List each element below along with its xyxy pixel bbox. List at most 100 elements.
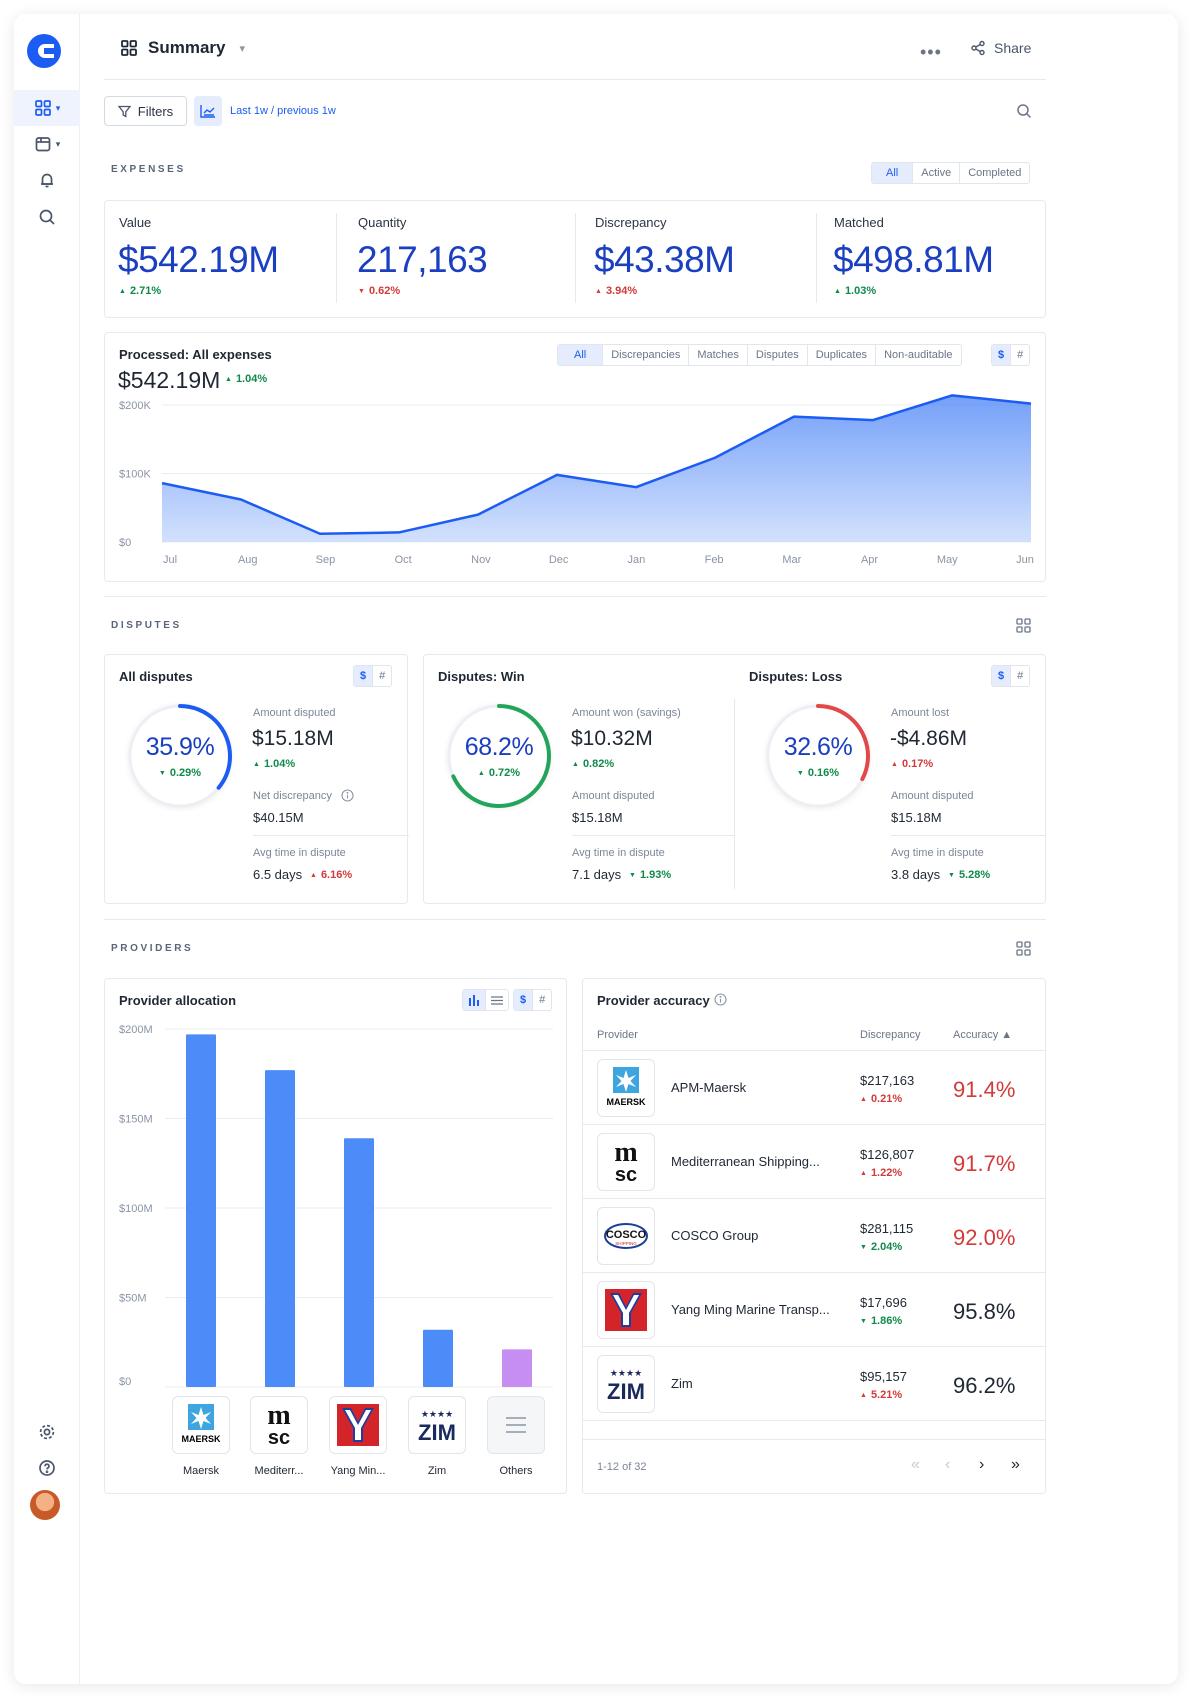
nav-dashboard[interactable]: ▾ [14,90,80,126]
msc-bottom: sc [268,1427,290,1449]
x-tick-label: Aug [238,554,258,566]
toggle-dollar[interactable]: $ [514,990,533,1010]
nav-settings[interactable] [14,1414,80,1450]
toggle-count[interactable]: # [1010,345,1029,365]
page-title[interactable]: Summary ▾ [120,38,245,58]
tab-matches[interactable]: Matches [688,345,747,365]
column-header-discrepancy[interactable]: Discrepancy [860,1029,921,1041]
amount-disputed-label: Amount disputed [253,707,336,719]
bar [265,1070,295,1387]
filter-icon [117,105,131,118]
tab-non-auditable[interactable]: Non-auditable [875,345,961,365]
toggle-dollar[interactable]: $ [992,666,1011,686]
table-row[interactable]: m sc Mediterranean Shipping... $126,807 … [583,1124,1045,1198]
info-icon[interactable] [714,993,727,1006]
amount-disputed-value: $15.18M [252,727,334,750]
tab-all[interactable]: All [558,345,603,365]
tab-duplicates[interactable]: Duplicates [806,345,875,365]
tab-all[interactable]: All [872,163,913,183]
last-page-button[interactable]: » [1011,1456,1020,1473]
filters-button[interactable]: Filters [104,96,187,126]
avg-time-value: 7.1 days [572,867,622,882]
column-header-accuracy[interactable]: Accuracy ▲ [953,1029,1013,1041]
provider-change: 2.04% [860,1241,902,1253]
msc-logo: m sc [597,1133,655,1191]
filter-row: Filters Last 1w / previous 1w [104,96,1046,128]
providers-section-label: PROVIDERS [111,943,194,954]
msc-top: m [267,1400,290,1431]
x-tick-label: Feb [705,554,724,566]
chevron-down-icon[interactable]: ▾ [239,42,246,55]
toggle-count[interactable]: # [532,990,551,1010]
previous-page-button[interactable]: ‹ [945,1456,951,1473]
tab-completed[interactable]: Completed [959,163,1029,183]
provider-change: 5.21% [860,1389,902,1401]
net-discrepancy-label: Net discrepancy [253,790,332,802]
user-avatar[interactable] [30,1490,60,1520]
all-disputes-title: All disputes [119,669,193,684]
disputes-win-title: Disputes: Win [438,669,525,684]
table-row[interactable]: MAERSK APM-Maersk $217,163 0.21% 91.4% [583,1050,1045,1124]
maersk-logo[interactable]: MAERSK [172,1396,230,1454]
tab-discrepancies[interactable]: Discrepancies [602,345,688,365]
date-range-selector[interactable]: Last 1w / previous 1w [230,105,336,117]
toggle-dollar[interactable]: $ [992,345,1011,365]
first-page-button[interactable]: « [911,1456,920,1473]
disputes-win-ring [447,704,551,808]
search-icon[interactable] [1016,103,1032,119]
provider-accuracy: 96.2% [953,1373,1016,1398]
disputes-section-label: DISPUTES [111,620,182,631]
y-tick-label: $0 [119,1376,131,1388]
provider-accuracy-card: Provider accuracy Provider Discrepancy A… [582,978,1046,1494]
x-tick-label: Apr [861,554,878,566]
kpi-change: 2.71% [119,285,161,297]
amount-lost-value: -$4.86M [890,727,968,750]
amount-lost-change: 0.17% [891,758,933,770]
amount-disputed-label: Amount disputed [572,790,655,802]
bar-view-button[interactable] [463,990,485,1010]
grid-view-icon[interactable] [1016,618,1031,633]
maersk-wordmark: MAERSK [181,1434,221,1444]
column-header-provider[interactable]: Provider [597,1029,638,1041]
kpi-number: $43.38M [594,239,735,280]
search-icon [39,209,55,225]
expenses-section-label: EXPENSES [111,164,186,175]
bar-chart-icon [469,994,479,1006]
msc-logo[interactable]: m sc [250,1396,308,1454]
more-options-button[interactable]: ••• [920,42,942,62]
zim-logo[interactable]: ★★★★ ZIM [408,1396,466,1454]
dashboard-icon [34,100,51,116]
app-logo[interactable] [27,34,61,68]
provider-allocation-card: Provider allocation $ # $0 $50M $100M $150M… [104,978,567,1494]
box-icon [35,137,51,152]
yang-ming-logo[interactable] [329,1396,387,1454]
maersk-star-icon: MAERSK [181,1404,221,1444]
table-row[interactable]: Yang Ming Marine Transp... $17,696 1.86%… [583,1272,1045,1346]
table-row[interactable]: ★★★★ ZIM Zim $95,157 5.21% 96.2% [583,1346,1045,1420]
nav-help[interactable] [14,1450,80,1486]
provider-discrepancy: $95,157 [860,1369,907,1384]
tab-active[interactable]: Active [912,163,959,183]
grid-view-icon[interactable] [1016,941,1031,956]
tab-disputes[interactable]: Disputes [746,345,807,365]
amount-disputed-value: $15.18M [891,810,942,825]
toggle-dollar[interactable]: $ [354,666,373,686]
kpi-value: Value $542.19M 2.71% [105,201,343,317]
chart-view-button[interactable] [194,96,222,126]
x-tick-label: May [937,554,958,566]
next-page-button[interactable]: › [979,1456,985,1473]
nav-notifications[interactable] [14,162,80,198]
cosco-subtext: SHIPPING [615,1241,637,1246]
others-logo[interactable] [487,1396,545,1454]
provider-name: Mediterranean Shipping... [671,1154,820,1169]
toggle-count[interactable]: # [1010,666,1029,686]
nav-orders[interactable]: ▾ [14,126,80,162]
table-row[interactable]: COSCO SHIPPING COSCO Group $281,115 2.04… [583,1198,1045,1272]
info-icon[interactable] [341,789,354,802]
kpi-label: Discrepancy [595,215,667,230]
toggle-count[interactable]: # [372,666,391,686]
list-view-button[interactable] [485,990,508,1010]
area-fill [162,395,1031,542]
share-button[interactable]: Share [970,40,1031,56]
nav-search[interactable] [14,199,80,235]
